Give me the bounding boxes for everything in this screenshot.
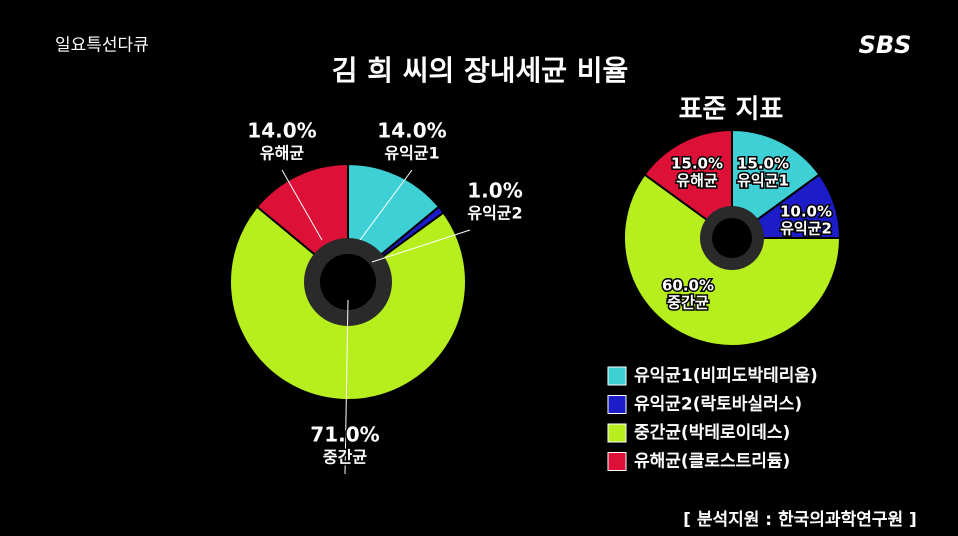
category-label: 유익균1 xyxy=(384,144,439,163)
value-label: 10.0% xyxy=(780,203,832,221)
leader-line xyxy=(344,299,349,475)
value-label: 14.0% xyxy=(247,119,316,143)
value-label: 60.0% xyxy=(662,277,714,295)
legend-swatch xyxy=(607,366,627,386)
legend-swatch xyxy=(607,395,627,414)
leader-line xyxy=(281,169,323,241)
credit: [ 분석지원 : 한국의과학연구원 ] xyxy=(683,510,917,530)
hole xyxy=(712,218,752,258)
value-label: 14.0% xyxy=(377,119,446,143)
value-label: 15.0% xyxy=(671,155,723,173)
chart-title: 표준 지표 xyxy=(679,95,784,125)
credit-box xyxy=(652,506,948,534)
pie-slice xyxy=(731,128,821,240)
legend-label: 유해균(클로스트리듐) xyxy=(634,452,790,472)
category-label: 중간균 xyxy=(667,294,709,312)
category-label: 유해균 xyxy=(260,144,304,163)
legend-label: 중간균(박테로이데스) xyxy=(634,423,790,443)
value-label: 1.0% xyxy=(467,179,522,203)
category-label: 유해균 xyxy=(676,172,718,190)
leader-line xyxy=(359,169,413,241)
pie-slice xyxy=(643,128,733,240)
chart-title: 김 희 씨의 장내세균 비율 xyxy=(332,54,629,87)
legend-label: 유익균2(락토바실러스) xyxy=(634,395,802,415)
value-label: 15.0% xyxy=(737,155,789,173)
category-label: 유익균2 xyxy=(780,220,832,238)
category-label: 유익균1 xyxy=(737,172,789,190)
legend-swatch xyxy=(607,452,627,471)
value-label: 71.0% xyxy=(310,423,379,447)
hole xyxy=(320,254,376,310)
logo: SBS xyxy=(859,31,912,59)
program-name: 일요특선다큐 xyxy=(55,36,149,56)
legend-swatch xyxy=(607,423,627,443)
legend-label: 유익균1(비피도박테리움) xyxy=(634,366,818,386)
leader-line xyxy=(371,229,471,263)
category-label: 유익균2 xyxy=(467,204,522,223)
category-label: 중간균 xyxy=(323,448,367,467)
